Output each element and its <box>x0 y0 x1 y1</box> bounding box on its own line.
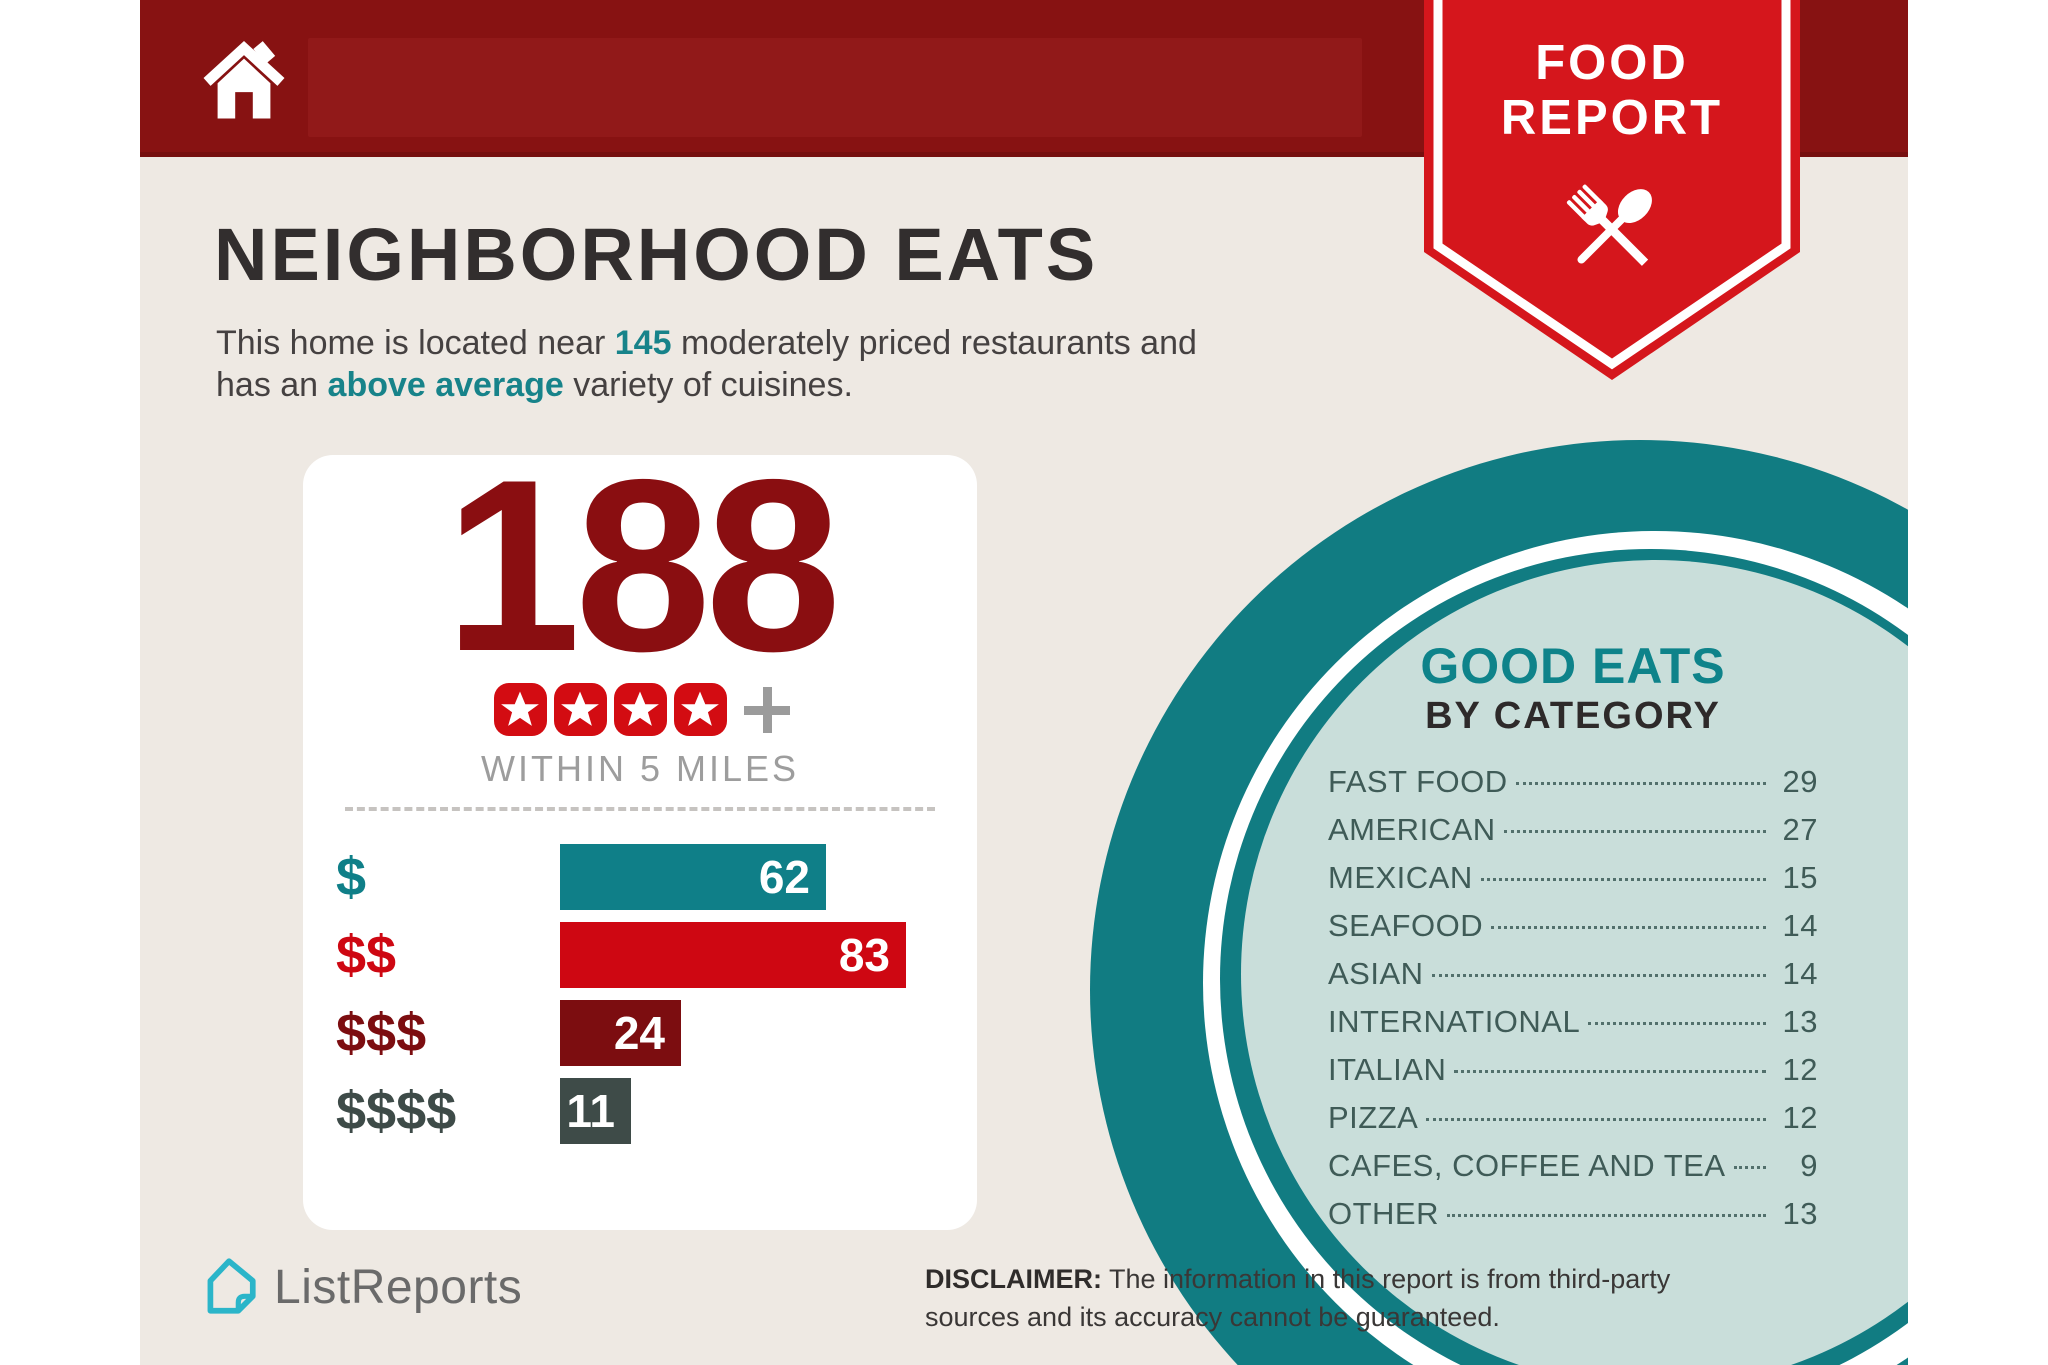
listreports-brand: ListReports <box>198 1256 522 1318</box>
category-label: CAFES, COFFEE AND TEA <box>1328 1148 1726 1183</box>
dotted-leader <box>1431 974 1766 977</box>
category-row: ITALIAN 12 <box>1328 1052 1818 1100</box>
category-count: 29 <box>1782 764 1818 799</box>
category-row: OTHER 13 <box>1328 1196 1818 1244</box>
dotted-leader <box>1515 782 1766 785</box>
price-tier-label: $ <box>336 847 367 907</box>
dotted-leader <box>1503 830 1766 833</box>
brand-name: ListReports <box>274 1260 523 1314</box>
category-label: ASIAN <box>1328 956 1424 991</box>
page-title: NEIGHBORHOOD EATS <box>214 213 1099 296</box>
variety-highlight: above average <box>327 366 564 404</box>
good-eats-circle-fill <box>1241 560 1908 1365</box>
restaurant-summary-card: 188 WITHIN 5 MILES $62 $$ 83 $$$ 24 $$$$ 11 <box>303 443 977 1230</box>
report-canvas: FOOD REPORT NEIGHBORHOOD EATS Th <box>140 0 1908 1365</box>
disclaimer: DISCLAIMER: The information in this repo… <box>925 1260 1765 1336</box>
price-tier-bar: 62 <box>560 844 826 910</box>
category-row: AMERICAN 27 <box>1328 812 1818 860</box>
category-count: 12 <box>1782 1052 1818 1087</box>
category-count: 12 <box>1782 1100 1818 1135</box>
dotted-leader <box>1733 1166 1766 1169</box>
listreports-logo-icon <box>207 1258 256 1314</box>
star-icon <box>493 683 547 736</box>
category-count: 27 <box>1782 812 1818 847</box>
price-tier-bar: 11 <box>560 1078 631 1144</box>
dotted-leader <box>1447 1214 1766 1217</box>
ribbon-shape <box>1424 0 1800 380</box>
radius-caption: WITHIN 5 MILES <box>480 748 800 789</box>
price-tier-value: 11 <box>566 1085 615 1137</box>
restaurant-count-highlight: 145 <box>614 324 672 362</box>
dashed-divider <box>345 807 935 811</box>
dotted-leader <box>1588 1022 1766 1025</box>
category-label: SEAFOOD <box>1328 908 1484 943</box>
spoon-fork-icon <box>1566 184 1652 266</box>
category-label: AMERICAN <box>1328 812 1496 847</box>
disclaimer-text: The information in this report is from t… <box>925 1264 1671 1332</box>
category-row: FAST FOOD 29 <box>1328 764 1818 812</box>
star-icon <box>673 683 727 736</box>
subtitle-line1: This home is located near 145 moderately… <box>216 324 1197 362</box>
ribbon-title-line1: FOOD <box>1535 36 1689 90</box>
good-eats-panel: GOOD EATS BY CATEGORY FAST FOOD 29 AMERICA… <box>1328 638 1818 1244</box>
price-bar-row: $$$ 24 <box>336 1000 957 1066</box>
home-icon <box>203 41 285 119</box>
category-row: ASIAN 14 <box>1328 956 1818 1004</box>
address-placeholder-box <box>308 38 1362 137</box>
category-row: INTERNATIONAL 13 <box>1328 1004 1818 1052</box>
price-tier-label: $$ <box>336 925 397 985</box>
category-label: ITALIAN <box>1328 1052 1447 1087</box>
ribbon-title-line2: REPORT <box>1500 91 1724 145</box>
price-bar-row: $62 <box>336 844 957 910</box>
category-list: FAST FOOD 29 AMERICAN 27 MEXICAN 15 SEAFOOD 14 A… <box>1328 764 1818 1244</box>
category-count: 14 <box>1782 956 1818 991</box>
category-count: 14 <box>1782 908 1818 943</box>
category-label: FAST FOOD <box>1328 764 1508 799</box>
category-row: CAFES, COFFEE AND TEA 9 <box>1328 1148 1818 1196</box>
price-bar-row: $$$$ 11 <box>336 1078 957 1144</box>
subtitle-line2: has an above average variety of cuisines… <box>216 366 853 404</box>
food-report-ribbon: FOOD REPORT <box>1424 0 1800 384</box>
price-tier-bar: 24 <box>560 1000 681 1066</box>
plus-icon <box>744 686 790 733</box>
category-count: 9 <box>1800 1148 1818 1183</box>
category-count: 13 <box>1782 1196 1818 1231</box>
category-label: OTHER <box>1328 1196 1439 1231</box>
price-tier-bar: 83 <box>560 922 906 988</box>
good-eats-subtitle: BY CATEGORY <box>1425 695 1721 737</box>
category-count: 15 <box>1782 860 1818 895</box>
dotted-leader <box>1491 926 1766 929</box>
good-eats-title: GOOD EATS <box>1420 638 1726 694</box>
dotted-leader <box>1454 1070 1766 1073</box>
price-tier-value: 83 <box>838 929 890 981</box>
category-row: PIZZA 12 <box>1328 1100 1818 1148</box>
category-row: SEAFOOD 14 <box>1328 908 1818 956</box>
stars-row <box>303 683 977 736</box>
category-label: PIZZA <box>1328 1100 1419 1135</box>
price-tier-value: 62 <box>758 851 810 903</box>
price-tier-label: $$$ <box>336 1003 427 1063</box>
price-tier-label: $$$$ <box>336 1081 457 1141</box>
price-bar-row: $$ 83 <box>336 922 957 988</box>
page-subtitle: This home is located near 145 moderately… <box>216 322 1197 406</box>
ribbon-title: FOOD REPORT <box>1424 36 1800 146</box>
category-label: INTERNATIONAL <box>1328 1004 1581 1039</box>
price-bars: $62 $$ 83 $$$ 24 $$$$ 11 <box>336 844 957 1156</box>
category-count: 13 <box>1782 1004 1818 1039</box>
category-label: MEXICAN <box>1328 860 1473 895</box>
star-icon <box>553 683 607 736</box>
star-icon <box>613 683 667 736</box>
category-row: MEXICAN 15 <box>1328 860 1818 908</box>
dotted-leader <box>1426 1118 1766 1121</box>
restaurant-total-count: 188 <box>444 428 842 702</box>
disclaimer-label: DISCLAIMER: <box>925 1264 1102 1294</box>
dotted-leader <box>1480 878 1766 881</box>
price-tier-value: 24 <box>613 1007 665 1059</box>
